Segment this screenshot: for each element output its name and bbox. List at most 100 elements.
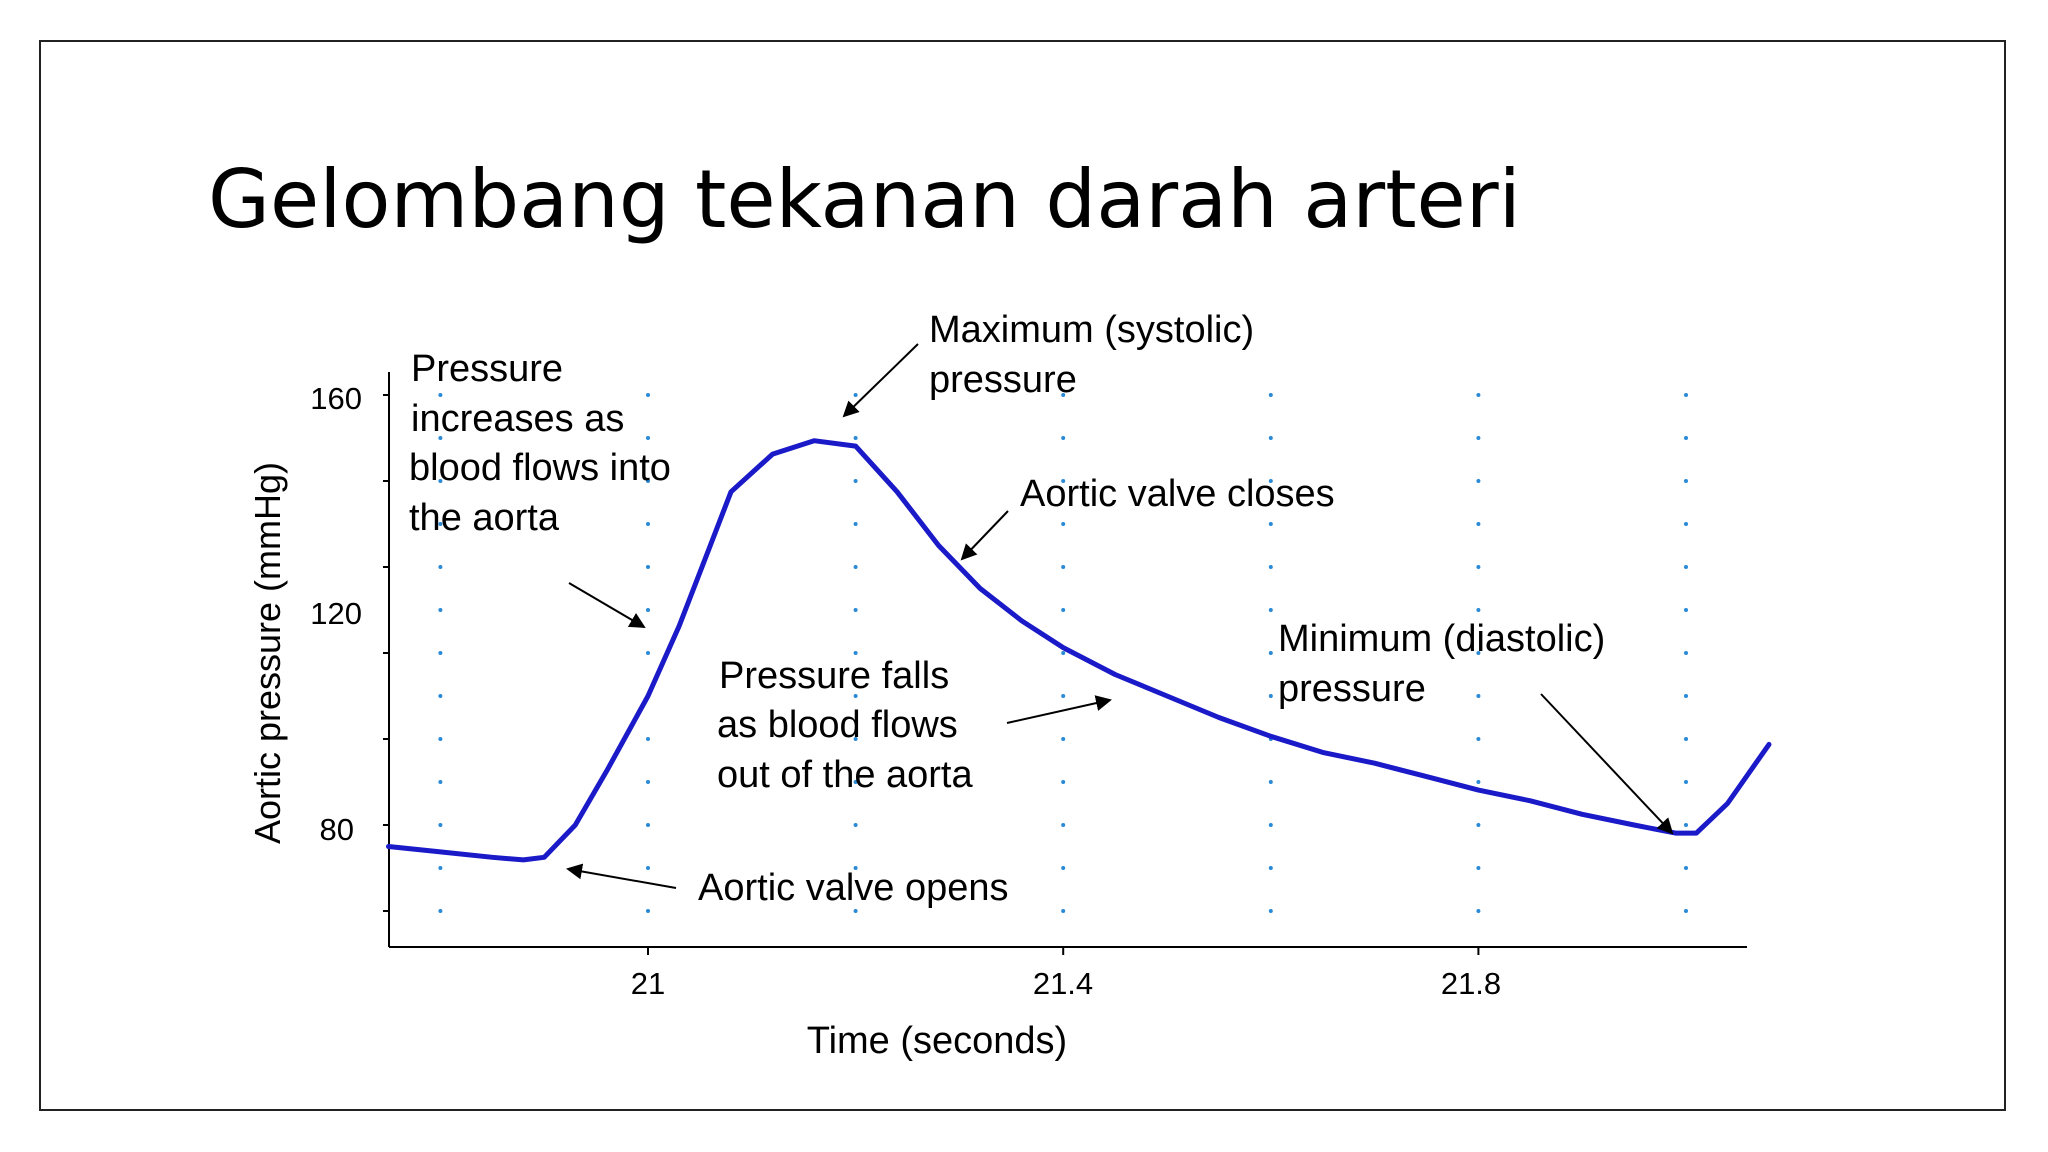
grid-dot	[1684, 479, 1688, 483]
grid-dot	[1268, 651, 1273, 655]
arrow-valve-closes	[960, 510, 1009, 561]
grid-dot	[1268, 565, 1273, 569]
grid-dot	[1061, 522, 1066, 526]
grid-dot	[1684, 522, 1688, 526]
grid-dot	[1476, 522, 1481, 526]
grid-dot	[853, 436, 858, 440]
grid-dot	[1061, 565, 1066, 569]
annotation-diastolic-line-1: Minimum (diastolic)	[1278, 618, 1605, 660]
arrow-pressure-increases	[568, 582, 646, 629]
arrow-diastolic	[1540, 693, 1674, 835]
annotation-systolic-line-2: pressure	[929, 359, 1077, 401]
grid-dot	[1061, 436, 1066, 440]
annotation-valve-closes-line-1: Aortic valve closes	[1020, 473, 1335, 515]
grid-dot	[853, 780, 858, 784]
grid-dot	[1061, 393, 1066, 397]
y-tick-label-80: 80	[320, 812, 354, 847]
grid-dot	[1476, 909, 1481, 913]
grid-dot	[438, 780, 443, 784]
grid-dot	[1268, 823, 1273, 827]
grid-dot	[438, 909, 443, 913]
grid-dot	[1684, 694, 1688, 698]
grid-dot	[1268, 522, 1273, 526]
grid-dot	[1061, 823, 1066, 827]
grid-dot	[1476, 393, 1481, 397]
grid-dot	[646, 436, 650, 440]
arrow-pressure-falls	[1006, 695, 1112, 724]
grid-dot	[1268, 436, 1273, 440]
grid-dot	[646, 737, 650, 741]
grid-dot	[438, 651, 443, 655]
annotation-falls-line-3: out of the aorta	[717, 754, 973, 796]
grid-dot	[438, 823, 443, 827]
grid-dot	[646, 522, 650, 526]
grid-dot	[646, 909, 650, 913]
grid-dot	[1476, 651, 1481, 655]
grid-dot	[438, 479, 443, 483]
grid-dot	[1268, 393, 1273, 397]
grid-dot	[1476, 436, 1481, 440]
annotation-increases-line-2: increases as	[411, 398, 624, 440]
x-axis-label: Time (seconds)	[807, 1020, 1067, 1062]
grid-dot	[438, 393, 443, 397]
grid-dot	[853, 823, 858, 827]
grid-dot	[1684, 565, 1688, 569]
grid-dot	[1684, 909, 1688, 913]
grid-dot	[853, 651, 858, 655]
grid-dot	[853, 479, 858, 483]
grid-dot	[1061, 479, 1066, 483]
grid-dot	[1268, 909, 1273, 913]
grid-dot	[853, 608, 858, 612]
grid-dot	[1268, 479, 1273, 483]
x-tick-label-21-4: 21.4	[1033, 966, 1093, 1001]
grid-dot	[1268, 780, 1273, 784]
annotation-systolic-line-1: Maximum (systolic)	[929, 309, 1254, 351]
grid-dots	[438, 393, 1688, 913]
grid-dot	[1476, 479, 1481, 483]
arrow-systolic	[842, 343, 919, 418]
axis-ticks	[383, 394, 1480, 955]
grid-dot	[1476, 694, 1481, 698]
annotation-diastolic: Minimum (diastolic) pressure	[1278, 618, 1616, 710]
annotation-falls-line-2: as blood flows	[717, 704, 958, 746]
grid-dot	[646, 866, 650, 870]
grid-dot	[853, 393, 858, 397]
grid-dot	[1061, 909, 1066, 913]
grid-dot	[1684, 651, 1688, 655]
y-axis-label: Aortic pressure (mmHg)	[247, 462, 288, 844]
annotation-valve-opens: Aortic valve opens	[698, 867, 1009, 909]
annotation-increases-line-3: blood flows into	[409, 447, 671, 489]
x-tick-label-21: 21	[631, 966, 665, 1001]
y-tick-label-120: 120	[310, 596, 362, 631]
grid-dot	[1684, 737, 1688, 741]
grid-dot	[1268, 608, 1273, 612]
grid-dot	[646, 823, 650, 827]
grid-dot	[1061, 866, 1066, 870]
grid-dot	[1684, 780, 1688, 784]
grid-dot	[853, 694, 858, 698]
grid-dot	[1061, 694, 1066, 698]
annotation-increases-line-1: Pressure	[411, 348, 563, 390]
grid-dot	[853, 866, 858, 870]
grid-dot	[1061, 608, 1066, 612]
grid-dot	[438, 737, 443, 741]
grid-dot	[1684, 436, 1688, 440]
grid-dot	[1684, 823, 1688, 827]
annotation-valve-closes: Aortic valve closes	[1020, 473, 1335, 515]
grid-dot	[1476, 565, 1481, 569]
grid-dot	[1061, 780, 1066, 784]
grid-dot	[646, 651, 650, 655]
grid-dot	[646, 565, 650, 569]
annotation-pressure-falls: Pressure falls as blood flows out of the…	[717, 655, 973, 796]
grid-dot	[853, 522, 858, 526]
annotation-diastolic-line-2: pressure	[1278, 668, 1426, 710]
slide-frame	[39, 40, 2006, 1111]
aortic-pressure-curve	[386, 438, 1772, 863]
arrow-valve-opens	[566, 863, 677, 889]
grid-dot	[646, 393, 650, 397]
grid-dot	[1268, 694, 1273, 698]
grid-dot	[438, 436, 443, 440]
grid-dot	[1476, 608, 1481, 612]
